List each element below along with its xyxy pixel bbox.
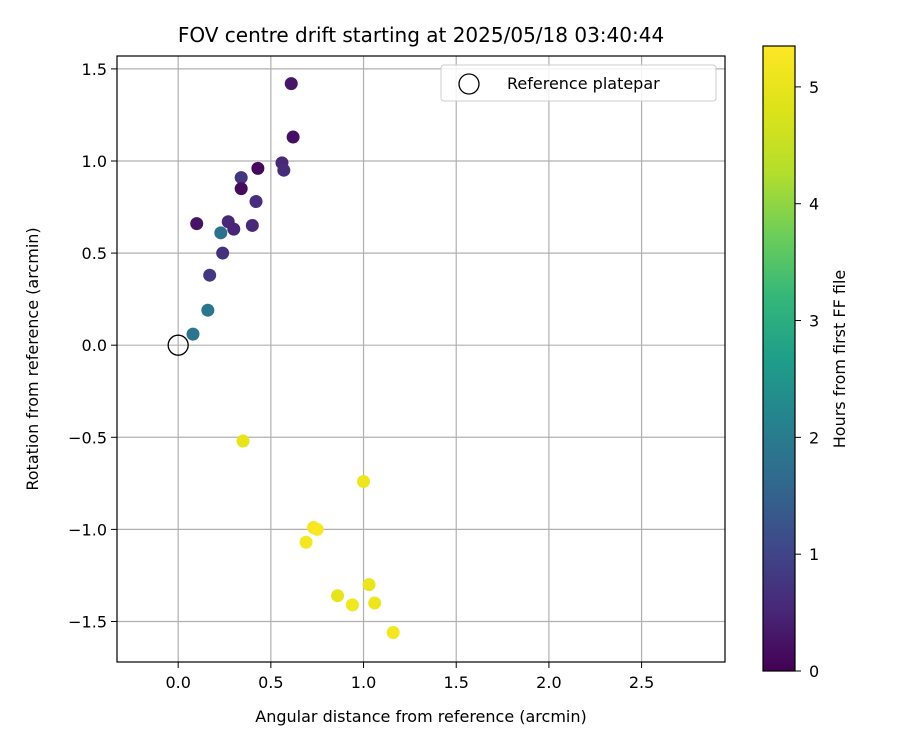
colorbar-tick-label: 3 xyxy=(809,312,819,331)
x-tick-label: 2.5 xyxy=(629,673,654,692)
colorbar-tick-label: 1 xyxy=(809,545,819,564)
data-point xyxy=(286,130,300,144)
data-point xyxy=(251,161,265,175)
grid-lines xyxy=(117,56,725,662)
y-tick-label: −0.5 xyxy=(68,428,107,447)
data-point xyxy=(201,303,215,317)
data-point xyxy=(216,246,230,260)
reference-marker-layer xyxy=(167,334,189,356)
data-point xyxy=(190,217,204,231)
colorbar-tick-label: 0 xyxy=(809,662,819,681)
plot-frame xyxy=(116,55,726,663)
data-point xyxy=(284,77,298,91)
legend-label: Reference platepar xyxy=(507,74,660,93)
colorbar-tick-label: 5 xyxy=(809,78,819,97)
data-point xyxy=(186,327,200,341)
data-point xyxy=(310,522,324,536)
reference-platepar-marker xyxy=(167,334,189,356)
x-tick-label: 0.0 xyxy=(165,673,190,692)
data-point xyxy=(249,195,263,209)
data-point xyxy=(331,589,345,603)
data-point xyxy=(236,434,250,448)
y-tick-label: −1.5 xyxy=(68,612,107,631)
data-point xyxy=(203,268,217,282)
data-point xyxy=(245,218,259,232)
y-axis-label: Rotation from reference (arcmin) xyxy=(23,227,42,490)
x-tick-label: 2.0 xyxy=(536,673,561,692)
y-tick-label: 1.5 xyxy=(82,60,107,79)
data-point xyxy=(357,474,371,488)
data-points xyxy=(186,77,400,640)
colorbar-tick-label: 4 xyxy=(809,195,819,214)
legend-reference-marker xyxy=(458,73,480,95)
data-point xyxy=(214,226,228,240)
colorbar-label: Hours from first FF file xyxy=(830,270,849,449)
colorbar-tick-label: 2 xyxy=(809,428,819,447)
data-point xyxy=(277,163,291,177)
colorbar-ticks: 0 1 2 3 4 5 xyxy=(795,78,819,681)
x-axis-ticks: 0.0 0.5 1.0 1.5 2.0 2.5 xyxy=(165,662,654,692)
y-axis-ticks: −1.5 −1.0 −0.5 0.0 0.5 1.0 1.5 xyxy=(68,60,117,631)
data-point xyxy=(234,182,248,196)
y-tick-label: 0.0 xyxy=(82,336,107,355)
chart-title: FOV centre drift starting at 2025/05/18 … xyxy=(178,23,664,47)
y-tick-label: 0.5 xyxy=(82,244,107,263)
x-axis-label: Angular distance from reference (arcmin) xyxy=(255,707,586,726)
legend-box xyxy=(440,64,717,102)
data-point xyxy=(386,626,400,640)
x-tick-label: 1.5 xyxy=(443,673,468,692)
data-point xyxy=(234,171,248,185)
data-point xyxy=(299,535,313,549)
data-point xyxy=(362,578,376,592)
y-tick-label: 1.0 xyxy=(82,152,107,171)
colorbar xyxy=(762,45,796,672)
x-tick-label: 0.5 xyxy=(258,673,283,692)
y-tick-label: −1.0 xyxy=(68,520,107,539)
data-point xyxy=(368,596,382,610)
data-point xyxy=(227,222,241,236)
data-point xyxy=(345,598,359,612)
legend: Reference platepar xyxy=(440,64,717,102)
x-tick-label: 1.0 xyxy=(351,673,376,692)
